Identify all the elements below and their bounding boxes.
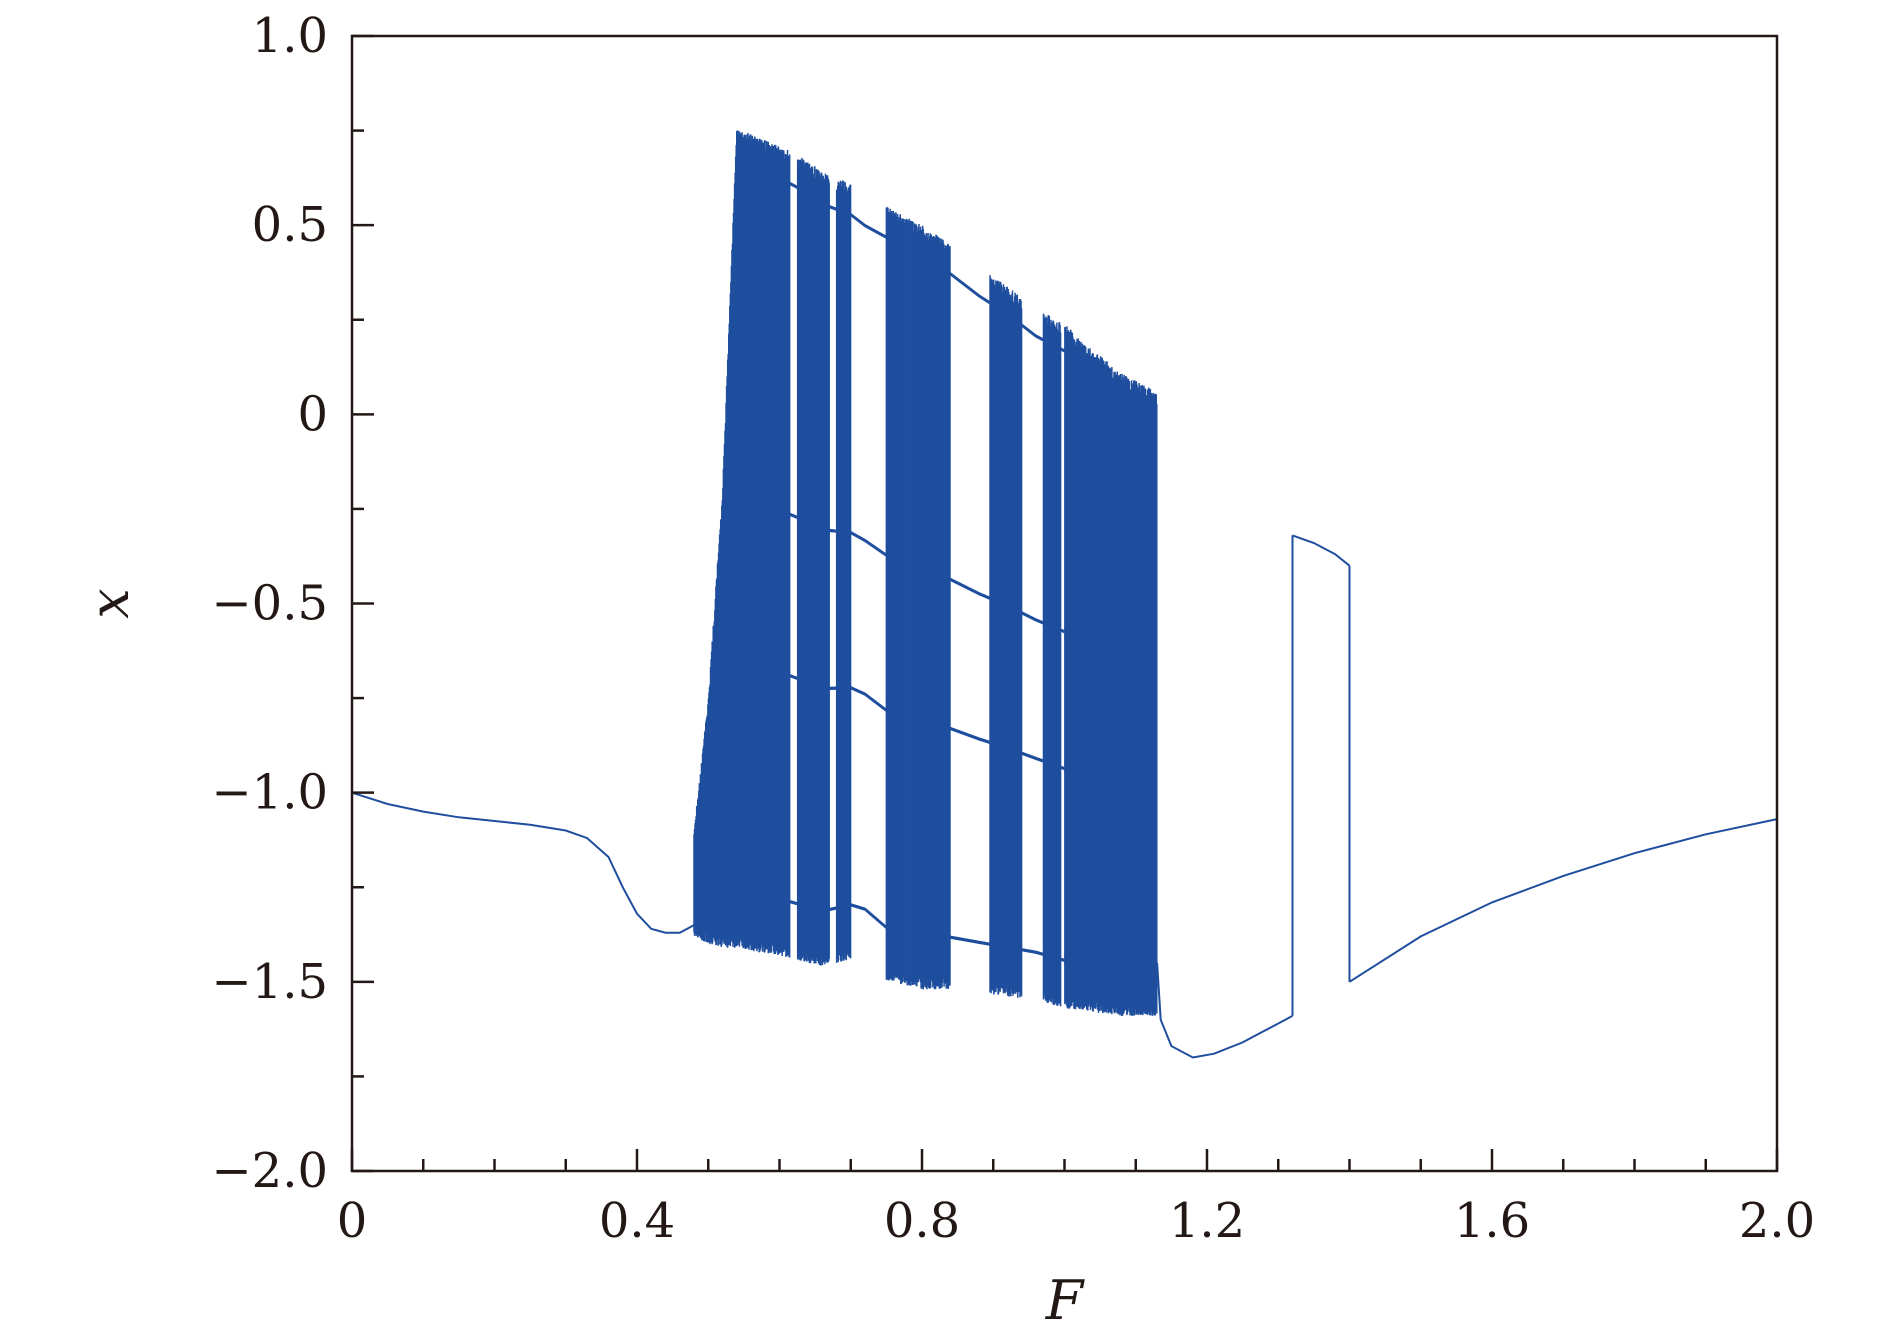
y-tick-label: −0.5: [211, 576, 328, 632]
y-tick-label: 0: [297, 386, 328, 442]
x-tick-label: 2.0: [1739, 1193, 1815, 1249]
y-tick-label: 1.0: [252, 8, 328, 64]
y-tick-label: −1.5: [211, 954, 328, 1010]
y-tick-label: −1.0: [211, 765, 328, 821]
x-axis-title: F: [1045, 1269, 1086, 1323]
y-tick-label: 0.5: [252, 197, 328, 253]
series-line: [1292, 534, 1351, 567]
series-line: [1156, 962, 1293, 1059]
y-axis-title: x: [78, 588, 141, 618]
series-line: [1348, 818, 1778, 983]
tick-labels: 0 0.4 0.8 1.2 1.6 2.0 −2.0 −1.5 −1.0 −0.5 0 0.5 1.0: [211, 8, 1815, 1249]
x-tick-label: 0.4: [599, 1193, 675, 1249]
chaotic-band: [693, 130, 1158, 1016]
plot-frame: [350, 34, 1779, 1173]
plot-content: [351, 130, 1778, 1059]
x-tick-label: 0: [337, 1193, 368, 1249]
series-line: [351, 791, 695, 934]
x-tick-label: 1.6: [1454, 1193, 1530, 1249]
x-tick-label: 0.8: [884, 1193, 960, 1249]
x-tick-label: 1.2: [1169, 1193, 1245, 1249]
y-tick-label: −2.0: [211, 1143, 328, 1199]
